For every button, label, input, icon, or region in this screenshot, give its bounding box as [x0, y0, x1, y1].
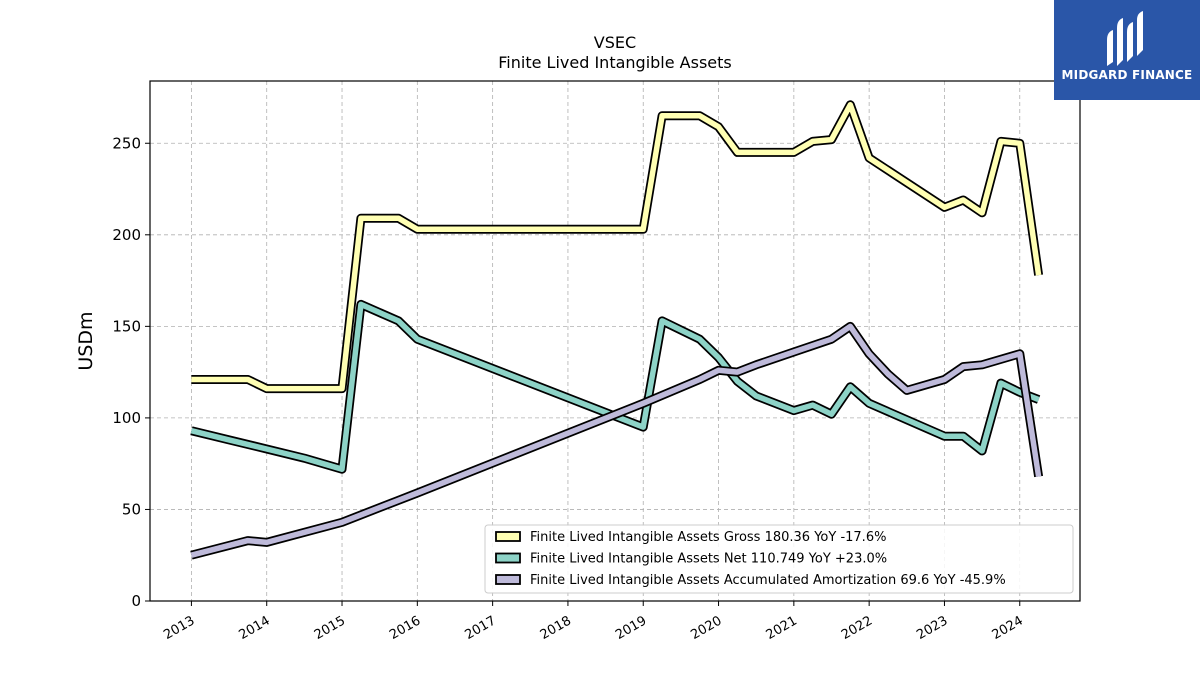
x-tick-label: 2024: [990, 613, 1026, 643]
chart-title: VSEC: [594, 33, 636, 52]
x-tick-label: 2022: [839, 613, 875, 643]
legend-box: [484, 524, 1074, 594]
plot-frame: [149, 80, 1081, 602]
midgard-finance-logo: MIDGARD FINANCE: [1054, 0, 1200, 100]
legend-label-0: Finite Lived Intangible Assets Gross 180…: [530, 530, 886, 545]
series-1-line: [190, 301, 1040, 472]
legend-label-1: Finite Lived Intangible Assets Net 110.7…: [530, 552, 887, 567]
logo-text: MIDGARD FINANCE: [1061, 68, 1193, 82]
y-axis-label: USDm: [75, 311, 97, 370]
x-tick-label: 2017: [462, 613, 498, 643]
y-tick-label: 250: [112, 134, 141, 152]
x-tick-label: 2021: [764, 613, 800, 643]
x-axis: 2013 2014 2015 2016 2017 2018 2019 2020 2021 2022…: [161, 601, 1026, 643]
legend-swatch-2: [495, 574, 521, 585]
logo-mark-icon: [1107, 11, 1143, 66]
grid: [150, 81, 1080, 602]
x-tick-label: 2020: [688, 613, 724, 643]
y-tick-label: 100: [112, 409, 141, 427]
x-tick-label: 2014: [237, 613, 273, 643]
x-tick-label: 2016: [387, 613, 423, 643]
chart-subtitle: Finite Lived Intangible Assets: [498, 53, 731, 72]
x-tick-label: 2018: [538, 613, 574, 643]
legend-swatch-0: [495, 531, 521, 542]
x-tick-label: 2013: [161, 613, 197, 643]
y-tick-label: 200: [112, 226, 141, 244]
legend-label-2: Finite Lived Intangible Assets Accumulat…: [530, 573, 1006, 588]
series-2-outline: [190, 321, 1044, 560]
x-tick-label: 2023: [914, 613, 950, 643]
x-tick-label: 2019: [613, 613, 649, 643]
series-2-line: [190, 323, 1042, 558]
y-tick-label: 50: [122, 500, 141, 518]
series-lines: [190, 100, 1044, 560]
legend: Finite Lived Intangible Assets Gross 180…: [484, 524, 1074, 594]
y-tick-label: 0: [131, 592, 141, 610]
y-tick-label: 150: [112, 317, 141, 335]
legend-swatch-1: [495, 552, 521, 564]
y-axis: 0 50 100 150 200 250: [112, 134, 150, 610]
x-tick-label: 2015: [312, 613, 348, 643]
series-0-line: [191, 102, 1042, 392]
series-0-outline: [191, 100, 1044, 394]
